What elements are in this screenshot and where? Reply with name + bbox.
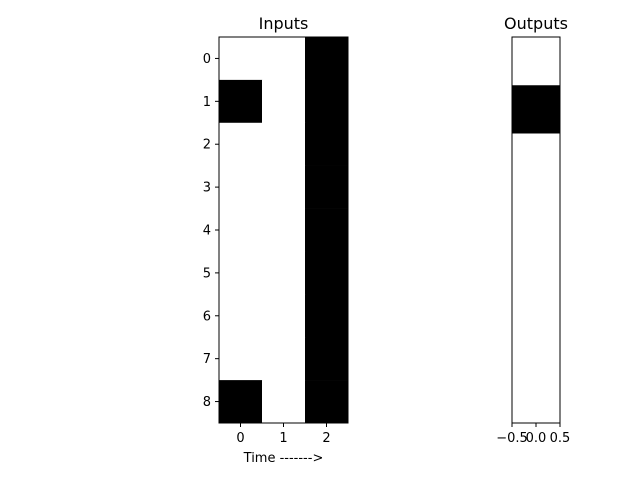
input-cell-r7-c2 <box>305 337 349 381</box>
inputs-axes: Inputs Time -------> 0 1 2 3 4 5 6 7 8 0 1 2 <box>203 14 349 466</box>
input-cell-r6-c1 <box>262 294 306 338</box>
outputs-xtick-label: −0.5 <box>496 431 528 446</box>
outputs-xtick-label: 0.0 <box>526 431 547 446</box>
inputs-ytick-label: 4 <box>203 224 211 239</box>
inputs-ytick-label: 8 <box>203 395 211 410</box>
inputs-ytick-label: 1 <box>203 95 211 110</box>
inputs-ytick-label: 5 <box>203 266 211 281</box>
inputs-ytick-label: 2 <box>203 138 211 153</box>
input-cell-r4-c0 <box>219 208 263 252</box>
input-cell-r7-c0 <box>219 337 263 381</box>
input-cell-r2-c1 <box>262 122 306 166</box>
inputs-ytick-label: 0 <box>203 52 211 67</box>
outputs-title: Outputs <box>504 14 568 33</box>
input-cell-r4-c2 <box>305 208 349 252</box>
input-cell-r1-c1 <box>262 79 306 124</box>
output-cell-r6 <box>512 326 560 376</box>
input-cell-r2-c0 <box>219 122 263 166</box>
inputs-ytick-label: 6 <box>203 309 211 324</box>
input-cell-r4-c1 <box>262 208 306 252</box>
output-cell-r3 <box>512 181 560 231</box>
inputs-xtick-label: 2 <box>322 431 330 446</box>
input-cell-r6-c2 <box>305 294 349 338</box>
inputs-xtick-label: 1 <box>279 431 287 446</box>
inputs-ytick-label: 3 <box>203 181 211 196</box>
inputs-xlabel: Time -------> <box>243 451 324 466</box>
inputs-title: Inputs <box>259 14 309 33</box>
output-cell-r1 <box>512 85 560 134</box>
output-cell-r2 <box>512 133 560 183</box>
input-cell-r1-c0 <box>219 79 263 124</box>
output-cell-r7 <box>512 374 560 424</box>
outputs-xtick-label: 0.5 <box>550 431 571 446</box>
input-cell-r3-c1 <box>262 165 306 209</box>
output-cell-r5 <box>512 278 560 327</box>
input-cell-r8-c0 <box>219 380 263 424</box>
input-cell-r0-c1 <box>262 37 306 81</box>
input-cell-r8-c2 <box>305 380 349 424</box>
inputs-xtick-label: 0 <box>236 431 244 446</box>
input-cell-r1-c2 <box>305 79 349 124</box>
output-cell-r4 <box>512 230 560 279</box>
inputs-ytick-label: 7 <box>203 352 211 367</box>
input-cell-r6-c0 <box>219 294 263 338</box>
input-cell-r5-c2 <box>305 251 349 295</box>
input-cell-r5-c1 <box>262 251 306 295</box>
input-cell-r3-c2 <box>305 165 349 209</box>
input-cell-r7-c1 <box>262 337 306 381</box>
input-cell-r0-c0 <box>219 37 263 81</box>
input-cell-r2-c2 <box>305 122 349 166</box>
input-cell-r0-c2 <box>305 37 349 81</box>
input-cell-r8-c1 <box>262 380 306 424</box>
output-cell-r0 <box>512 37 560 86</box>
input-cell-r3-c0 <box>219 165 263 209</box>
input-cell-r5-c0 <box>219 251 263 295</box>
outputs-axes: Outputs −0.50.0 0.5 <box>496 14 570 446</box>
